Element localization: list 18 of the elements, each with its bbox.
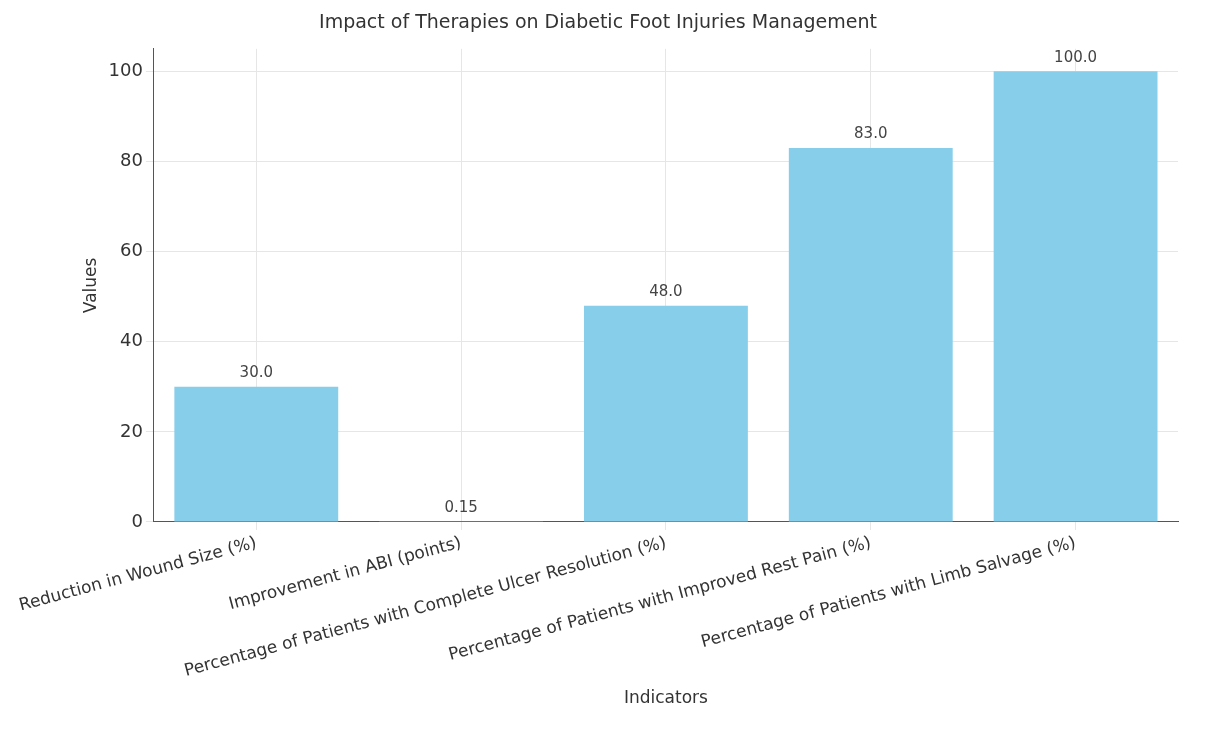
y-axis-title: Values — [79, 257, 100, 314]
x-axis-title: Indicators — [623, 687, 709, 708]
chart-title: Impact of Therapies on Diabetic Foot Injuries Management — [319, 10, 877, 33]
bar — [584, 305, 748, 522]
data-label: 0.15 — [444, 497, 478, 516]
bar — [174, 386, 339, 522]
data-label: 48.0 — [649, 282, 683, 301]
data-label: 83.0 — [854, 124, 888, 143]
bar — [788, 147, 953, 522]
y-tick-label: 80 — [119, 149, 143, 171]
y-tick-label: 40 — [119, 329, 143, 351]
data-label: 30.0 — [239, 363, 273, 382]
data-label: 100.0 — [1054, 47, 1098, 66]
y-tick-label: 100 — [108, 59, 143, 80]
y-tick-label: 20 — [119, 419, 143, 441]
bar — [993, 71, 1158, 522]
y-tick-label: 60 — [119, 239, 143, 261]
y-tick-label: 0 — [131, 509, 143, 531]
